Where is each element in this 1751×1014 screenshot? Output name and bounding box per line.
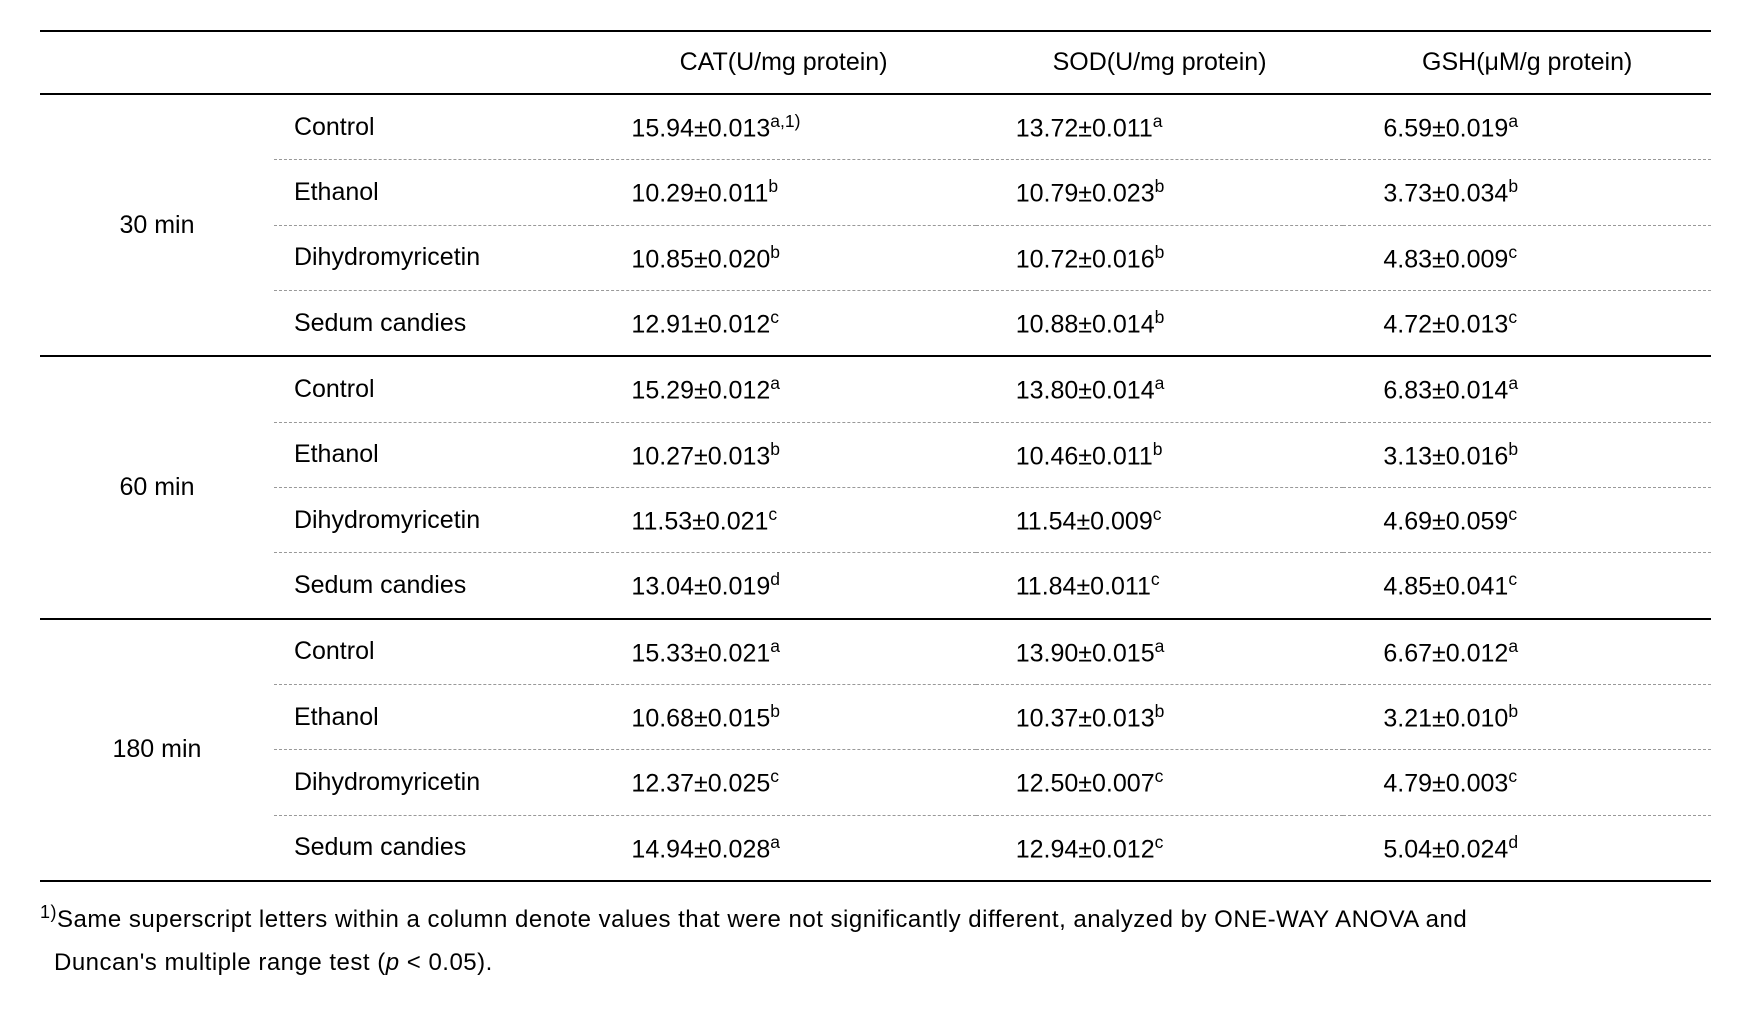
sod-cell: 11.84±0.011c [976,553,1344,619]
sod-cell: 12.94±0.012c [976,815,1344,881]
cat-cell: 15.33±0.021a [591,619,975,685]
table-row: Ethanol10.29±0.011b10.79±0.023b3.73±0.03… [40,160,1711,225]
table-row: 180 minControl15.33±0.021a13.90±0.015a6.… [40,619,1711,685]
treatment-cell: Sedum candies [274,815,591,881]
table-row: Ethanol10.68±0.015b10.37±0.013b3.21±0.01… [40,684,1711,749]
sod-cell: 10.88±0.014b [976,290,1344,356]
col-time [40,31,274,94]
table-row: Dihydromyricetin10.85±0.020b10.72±0.016b… [40,225,1711,290]
cat-cell: 10.68±0.015b [591,684,975,749]
col-cat: CAT(U/mg protein) [591,31,975,94]
time-cell: 30 min [40,94,274,356]
treatment-cell: Dihydromyricetin [274,487,591,552]
gsh-cell: 4.69±0.059c [1343,487,1711,552]
sod-cell: 11.54±0.009c [976,487,1344,552]
col-gsh: GSH(μM/g protein) [1343,31,1711,94]
gsh-cell: 4.85±0.041c [1343,553,1711,619]
table-row: 30 minControl15.94±0.013a,1)13.72±0.011a… [40,94,1711,160]
sod-cell: 10.46±0.011b [976,422,1344,487]
footnote-line1: Same superscript letters within a column… [57,906,1467,933]
treatment-cell: Ethanol [274,160,591,225]
gsh-cell: 4.72±0.013c [1343,290,1711,356]
gsh-cell: 3.13±0.016b [1343,422,1711,487]
col-sod: SOD(U/mg protein) [976,31,1344,94]
treatment-cell: Dihydromyricetin [274,750,591,815]
time-cell: 180 min [40,619,274,881]
treatment-cell: Sedum candies [274,290,591,356]
gsh-cell: 6.59±0.019a [1343,94,1711,160]
footnote-line2: Duncan's multiple range test (p < 0.05). [40,941,1711,984]
table-row: Sedum candies13.04±0.019d11.84±0.011c4.8… [40,553,1711,619]
gsh-cell: 5.04±0.024d [1343,815,1711,881]
gsh-cell: 4.79±0.003c [1343,750,1711,815]
sod-cell: 13.80±0.014a [976,356,1344,422]
table-row: Ethanol10.27±0.013b10.46±0.011b3.13±0.01… [40,422,1711,487]
header-row: CAT(U/mg protein) SOD(U/mg protein) GSH(… [40,31,1711,94]
sod-cell: 10.79±0.023b [976,160,1344,225]
table-row: Dihydromyricetin12.37±0.025c12.50±0.007c… [40,750,1711,815]
sod-cell: 10.72±0.016b [976,225,1344,290]
cat-cell: 10.29±0.011b [591,160,975,225]
footnote-marker: 1) [40,902,57,922]
gsh-cell: 3.21±0.010b [1343,684,1711,749]
treatment-cell: Control [274,619,591,685]
cat-cell: 12.37±0.025c [591,750,975,815]
sod-cell: 12.50±0.007c [976,750,1344,815]
cat-cell: 15.94±0.013a,1) [591,94,975,160]
table-row: Sedum candies14.94±0.028a12.94±0.012c5.0… [40,815,1711,881]
table-row: Dihydromyricetin11.53±0.021c11.54±0.009c… [40,487,1711,552]
treatment-cell: Ethanol [274,422,591,487]
gsh-cell: 6.67±0.012a [1343,619,1711,685]
gsh-cell: 4.83±0.009c [1343,225,1711,290]
data-table: CAT(U/mg protein) SOD(U/mg protein) GSH(… [40,30,1711,882]
gsh-cell: 6.83±0.014a [1343,356,1711,422]
sod-cell: 13.90±0.015a [976,619,1344,685]
table-body: 30 minControl15.94±0.013a,1)13.72±0.011a… [40,94,1711,881]
cat-cell: 13.04±0.019d [591,553,975,619]
cat-cell: 14.94±0.028a [591,815,975,881]
footnote: 1)Same superscript letters within a colu… [40,896,1711,984]
sod-cell: 13.72±0.011a [976,94,1344,160]
treatment-cell: Control [274,94,591,160]
time-cell: 60 min [40,356,274,618]
sod-cell: 10.37±0.013b [976,684,1344,749]
treatment-cell: Ethanol [274,684,591,749]
cat-cell: 11.53±0.021c [591,487,975,552]
cat-cell: 15.29±0.012a [591,356,975,422]
col-treatment [274,31,591,94]
treatment-cell: Control [274,356,591,422]
table-row: 60 minControl15.29±0.012a13.80±0.014a6.8… [40,356,1711,422]
cat-cell: 10.85±0.020b [591,225,975,290]
gsh-cell: 3.73±0.034b [1343,160,1711,225]
cat-cell: 12.91±0.012c [591,290,975,356]
treatment-cell: Sedum candies [274,553,591,619]
cat-cell: 10.27±0.013b [591,422,975,487]
table-row: Sedum candies12.91±0.012c10.88±0.014b4.7… [40,290,1711,356]
treatment-cell: Dihydromyricetin [274,225,591,290]
